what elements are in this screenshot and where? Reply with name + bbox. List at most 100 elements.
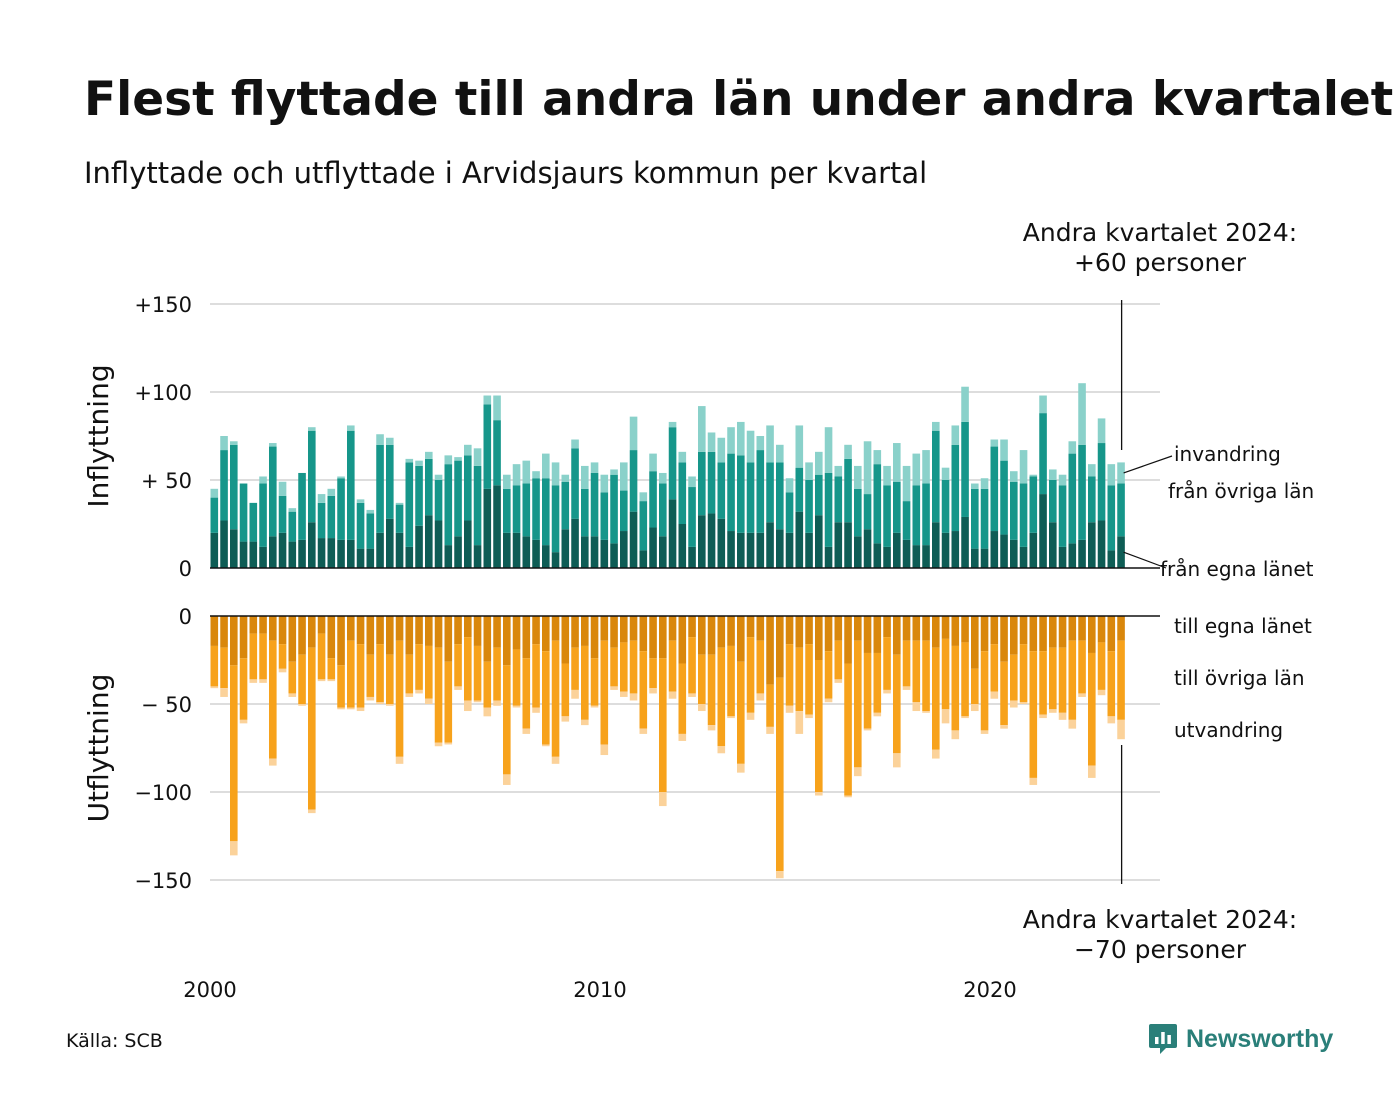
bar-inflow-segment [551,485,560,553]
bar-inflow-segment [347,539,355,568]
bar-outflow-segment [971,616,979,669]
bar-outflow-segment [376,702,384,704]
bar-outflow-segment [922,640,930,712]
bar-outflow-segment [425,616,433,646]
bar-inflow-segment [932,430,940,523]
bar-outflow-segment [590,616,599,659]
bar-inflow-segment [688,546,696,568]
bar-outflow-segment [649,688,657,694]
bar-inflow-segment [376,444,384,533]
bar-inflow-segment [668,499,677,568]
bar-inflow-segment [707,451,716,514]
bar-inflow-segment [298,539,306,568]
bar-inflow-segment [561,474,570,482]
bar-outflow-segment [893,753,901,768]
bar-inflow-segment [1019,483,1028,547]
bar-outflow-segment [317,679,326,682]
bar-outflow-segment [366,616,375,655]
bar-inflow-segment [610,543,618,568]
bar-inflow-segment [941,480,950,533]
bar-inflow-segment [512,532,521,568]
bar-inflow-segment [922,483,930,546]
bar-inflow-segment [532,471,540,479]
bar-outflow-segment [600,640,609,745]
bar-outflow-segment [464,637,472,701]
bar-inflow-segment [883,546,891,568]
bar-inflow-segment [1058,546,1067,568]
bar-inflow-segment [668,427,677,500]
bar-outflow-segment [610,686,618,690]
bar-outflow-segment [854,767,862,777]
bar-outflow-segment [766,616,774,685]
bar-inflow-segment [795,511,804,568]
bar-inflow-segment [366,509,375,514]
bar-outflow-segment [688,637,696,694]
bar-inflow-segment [1049,469,1057,480]
x-tick-label: 2020 [963,978,1016,1002]
bar-outflow-segment [220,616,228,648]
bar-inflow-segment [386,444,394,519]
bar-outflow-segment [1107,651,1116,717]
bar-outflow-segment [717,616,726,648]
bar-outflow-segment [678,663,687,734]
bar-outflow-segment [327,616,336,659]
bar-outflow-segment [756,640,765,694]
bar-inflow-segment [844,458,852,523]
bar-outflow-segment [883,616,891,638]
bar-inflow-segment [444,455,453,465]
bar-outflow-segment [659,658,667,792]
bar-inflow-segment [561,529,570,568]
bar-inflow-segment [746,462,755,533]
bar-inflow-segment [961,421,969,517]
bar-outflow-segment [571,616,579,648]
bar-outflow-segment [941,616,950,639]
bar-outflow-segment [737,616,745,662]
bar-inflow-segment [483,404,492,489]
bar-outflow-segment [737,661,745,764]
bar-inflow-segment [922,450,930,484]
bar-outflow-segment [561,716,570,722]
bar-outflow-segment [386,654,394,704]
bar-outflow-segment [259,616,267,634]
bar-inflow-segment [503,532,511,568]
bar-outflow-segment [922,711,930,713]
bar-outflow-segment [629,693,638,701]
bar-outflow-segment [1107,616,1116,652]
bar-outflow-segment [288,661,297,694]
bar-outflow-segment [815,792,823,796]
bar-inflow-segment [337,476,345,479]
bar-inflow-segment [805,462,813,480]
bar-inflow-segment [766,522,774,568]
bar-inflow-segment [678,462,687,524]
bar-inflow-segment [1029,476,1038,533]
bar-inflow-segment [551,462,560,486]
bar-outflow-segment [600,744,609,756]
bar-inflow-segment [571,439,579,449]
bar-inflow-segment [405,458,414,463]
bar-inflow-segment [971,488,979,549]
y-tick-label-outflow: − 50 [141,693,192,717]
bar-outflow-segment [1029,777,1038,785]
bar-outflow-segment [278,668,287,673]
bar-inflow-segment [727,531,735,568]
bar-outflow-segment [951,730,960,740]
bar-inflow-segment [893,443,901,482]
bar-outflow-segment [873,616,882,653]
bar-outflow-segment [698,654,706,704]
bar-outflow-segment [415,616,423,645]
bar-inflow-segment [717,462,726,519]
bar-outflow-segment [1107,716,1116,724]
bar-inflow-segment [210,532,219,568]
annotation-inflow: Andra kvartalet 2024: +60 personer [990,218,1330,278]
bar-inflow-segment [678,451,687,463]
bar-inflow-segment [629,511,638,568]
bar-inflow-segment [844,444,852,459]
bar-inflow-segment [464,455,472,521]
bar-outflow-segment [805,644,813,715]
annotation-outflow: Andra kvartalet 2024: −70 personer [990,905,1330,965]
bar-inflow-segment [230,441,238,445]
bar-outflow-segment [1039,651,1047,715]
bar-outflow-segment [1097,642,1106,690]
bar-inflow-segment [1078,383,1086,445]
bar-outflow-segment [824,698,833,703]
